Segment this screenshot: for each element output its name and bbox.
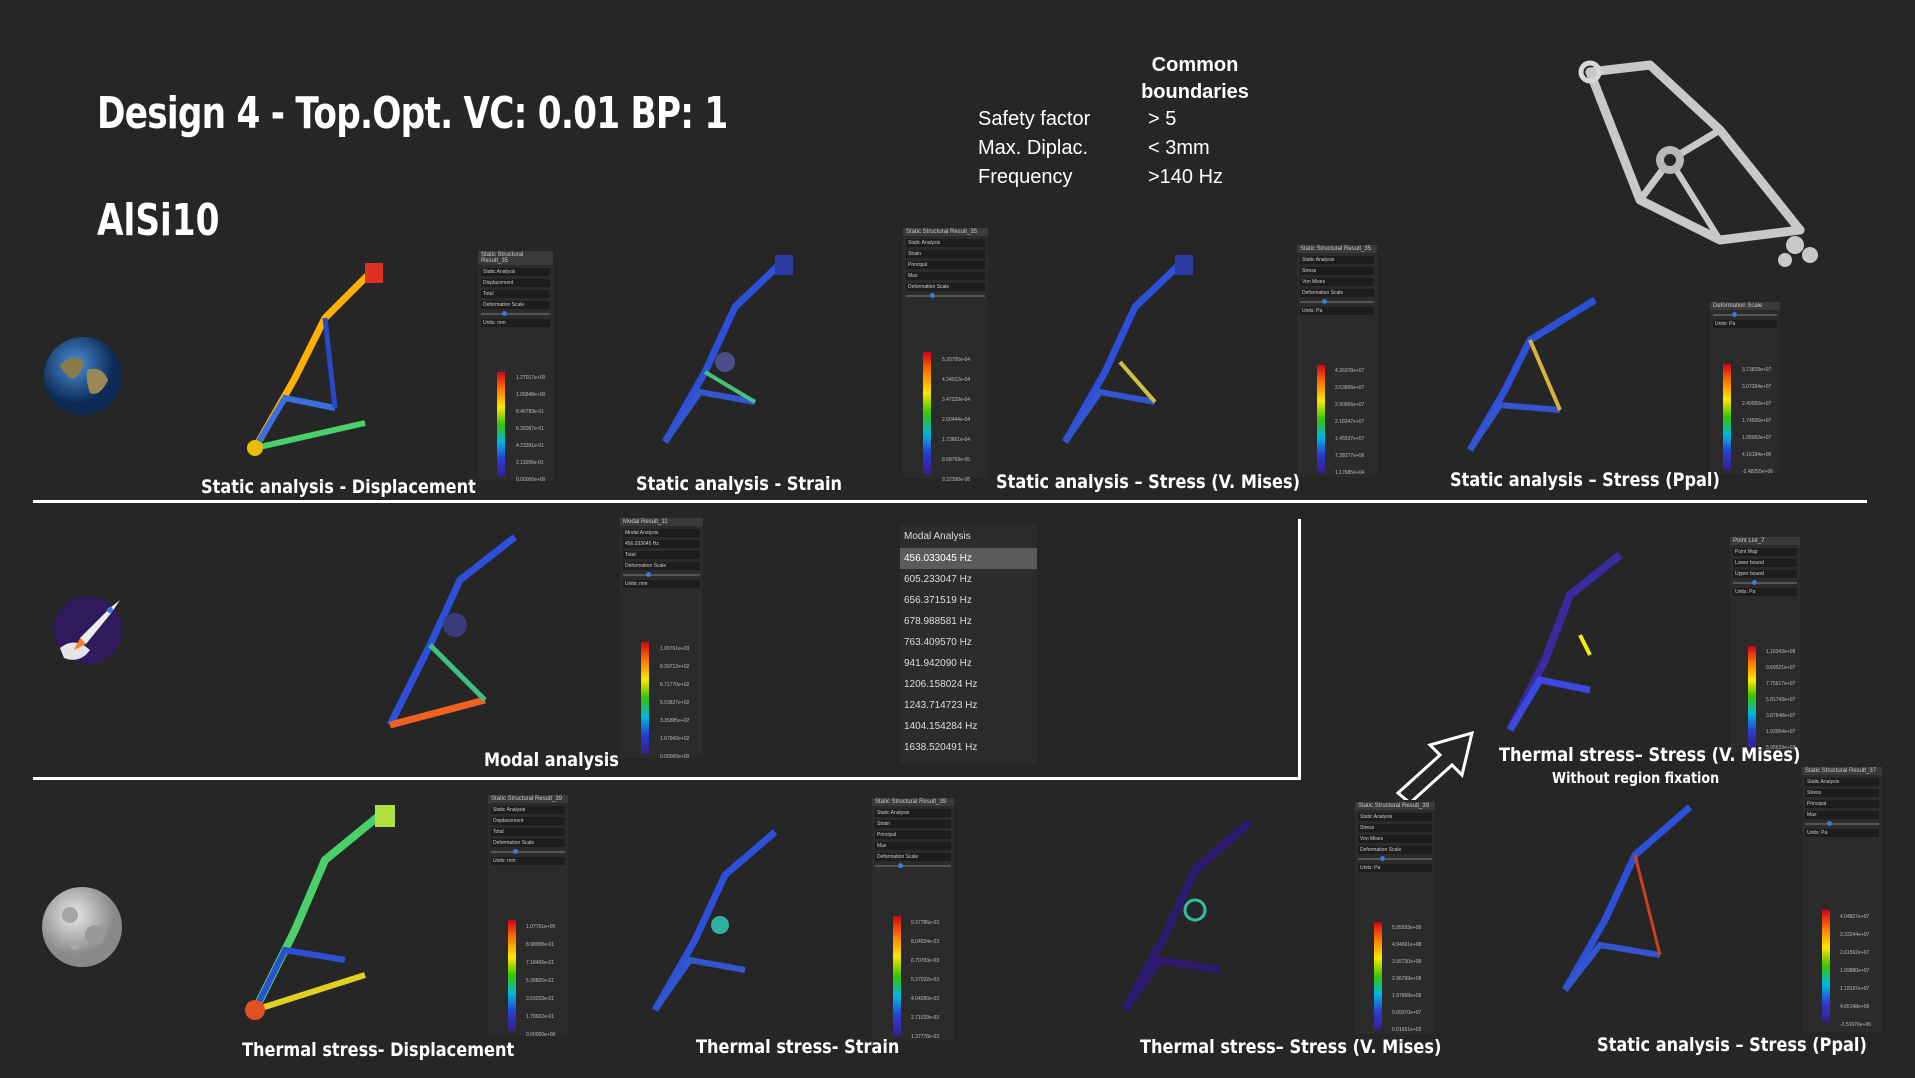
legend-ticks: 5.95593e+08 4.94661e+08 3.95730e+08 2.96799…	[1392, 925, 1422, 1033]
result-panel: Static Structural Result_39 Static Analy…	[1355, 802, 1435, 1034]
color-legend	[641, 642, 649, 754]
deformation-slider[interactable]	[491, 849, 565, 854]
color-legend	[508, 920, 516, 1031]
deformation-slider[interactable]	[481, 311, 550, 316]
bracket-strain-render-icon	[661, 255, 793, 444]
bracket-displacement-render-icon	[247, 263, 383, 456]
deformation-slider[interactable]	[1300, 299, 1374, 304]
caption: Static analysis – Stress (Ppal)	[1597, 1034, 1867, 1056]
bracket-ppal-render-icon	[1466, 297, 1597, 452]
color-legend	[1723, 364, 1731, 470]
result-panel: Static Structural Result_35 Static Analy…	[478, 251, 553, 481]
caption: Thermal stress– Stress (V. Mises)	[1499, 744, 1801, 766]
frequency-item[interactable]: 941.942090 Hz	[904, 658, 972, 669]
deformation-slider[interactable]	[1358, 856, 1432, 861]
deformation-slider[interactable]	[1713, 312, 1777, 317]
result-panel: Static Structural Result_39 Static Analy…	[872, 798, 954, 1040]
color-legend	[1317, 365, 1325, 473]
modal-panel-heading: Modal Analysis	[904, 531, 971, 542]
bracket-thermal-vm-render-icon	[1121, 818, 1253, 1013]
color-legend	[893, 916, 901, 1036]
earth-icon	[44, 337, 122, 415]
caption: Thermal stress- Displacement	[242, 1039, 515, 1061]
bracket-modal-render-icon	[386, 534, 518, 729]
color-legend	[1822, 910, 1830, 1022]
bracket-render-icon	[1578, 60, 1818, 267]
legend-ticks: 1.27017e+00 1.05848e+00 8.46783e-01 6.35087…	[516, 375, 546, 483]
frequency-item[interactable]: 1206.158024 Hz	[904, 679, 978, 690]
result-panel: Static Structural Result_39 Static Analy…	[488, 795, 568, 1035]
result-panel: Deformation Scale Units: Pa	[1710, 302, 1780, 474]
result-panel: Static Structural Result_35 Static Analy…	[903, 228, 988, 478]
bracket-vm-render-icon	[1061, 255, 1193, 444]
deformation-slider[interactable]	[875, 863, 951, 868]
result-panel: Static Structural Result_37 Static Analy…	[1802, 767, 1882, 1032]
deformation-slider[interactable]	[906, 293, 985, 298]
caption: Static analysis - Strain	[636, 473, 843, 495]
color-legend	[1748, 646, 1756, 748]
color-legend	[923, 352, 931, 474]
legend-ticks: 3.73839e+07 3.07394e+07 2.40950e+07 1.74506…	[1742, 367, 1774, 475]
result-panel: Static Structural Result_35 Static Analy…	[1297, 245, 1377, 477]
divider	[33, 777, 1301, 780]
frequency-item[interactable]: 1243.714723 Hz	[904, 700, 978, 711]
caption: Modal analysis	[484, 749, 619, 771]
legend-ticks: 1.16343e+08 9.69521e+07 7.75617e+07 5.81743…	[1766, 649, 1796, 751]
caption: Static analysis – Stress (Ppal)	[1450, 469, 1720, 491]
frequency-item[interactable]: 763.409570 Hz	[904, 637, 972, 648]
legend-ticks: 1.07761e+00 8.98008e-01 7.18406e-01 5.38805…	[526, 924, 556, 1038]
color-legend	[1374, 922, 1382, 1030]
page-title: Design 4 - Top.Opt. VC: 0.01 BP: 1	[97, 88, 728, 139]
rocket-icon	[54, 596, 122, 664]
divider	[1298, 519, 1301, 780]
frequency-item[interactable]: 1404.154284 Hz	[904, 721, 978, 732]
frequency-item[interactable]: 678.988581 Hz	[904, 616, 972, 627]
color-legend	[497, 372, 505, 477]
bracket-thermal-strain-render-icon	[651, 829, 778, 1012]
frequency-item[interactable]: 1638.520491 Hz	[904, 742, 978, 753]
moon-icon	[42, 887, 122, 967]
legend-ticks: 1.00761e+03 8.39712e+02 6.71770e+02 5.03827…	[660, 646, 690, 760]
bracket-thermal-displacement-render-icon	[245, 805, 395, 1020]
bound-slider[interactable]	[1733, 580, 1797, 585]
result-panel: Modal Result_11 Modal Analysis 456.03304…	[620, 518, 703, 758]
caption: Static analysis - Displacement	[201, 476, 476, 498]
modal-analysis-panel: Modal Analysis 456.033045 Hz 605.233047 …	[900, 525, 1037, 763]
frequency-item[interactable]: 605.233047 Hz	[904, 574, 972, 585]
bracket-thermal-nofix-render-icon	[1506, 551, 1623, 732]
legend-ticks: 5.20795e-04 4.34012e-04 3.47229e-04 2.60444…	[942, 357, 971, 483]
divider	[33, 500, 1867, 503]
caption: Static analysis – Stress (V. Mises)	[996, 471, 1300, 493]
material-label: AlSi10	[97, 195, 220, 246]
legend-ticks: 9.37786e-03 8.04034e-03 6.70783e-03 5.37032…	[911, 920, 940, 1040]
legend-ticks: 4.36378e+07 3.63666e+07 2.90956e+07 2.18247…	[1335, 368, 1365, 476]
frequency-item[interactable]: 656.371519 Hz	[904, 595, 972, 606]
deformation-slider[interactable]	[623, 572, 700, 577]
frequency-item[interactable]: 456.033045 Hz	[900, 548, 1037, 569]
result-panel: Point List_7 Point Map Lower bound Upper…	[1730, 537, 1800, 752]
caption: Thermal stress- Strain	[696, 1036, 900, 1058]
legend-ticks: 4.04827e+07 3.33244e+07 2.61562e+07 1.89880…	[1840, 914, 1872, 1028]
deformation-slider[interactable]	[1805, 821, 1879, 826]
caption-subtitle: Without region fixation	[1552, 769, 1720, 787]
bracket-thermal-ppal-render-icon	[1561, 804, 1693, 992]
arrow-icon	[1395, 730, 1475, 800]
caption: Thermal stress– Stress (V. Mises)	[1140, 1036, 1442, 1058]
boundaries-heading: Common boundaries	[1141, 54, 1249, 103]
